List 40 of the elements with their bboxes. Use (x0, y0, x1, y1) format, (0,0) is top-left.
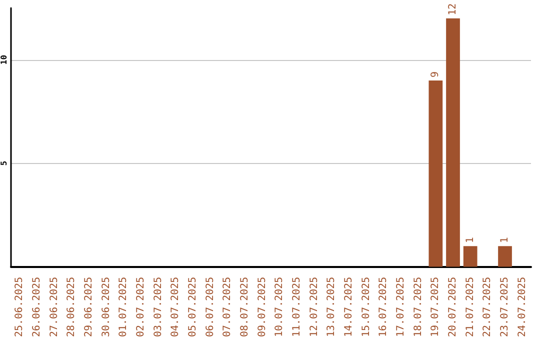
bar (428, 80, 443, 267)
bar (498, 246, 512, 267)
bar (463, 246, 478, 267)
data-label: 1 (464, 237, 476, 244)
x-tick-label: 24.07.2025 (516, 276, 528, 338)
x-tick-label: 25.06.2025 (14, 276, 26, 338)
y-tick-label: 10 (0, 54, 8, 65)
x-tick-label: 09.07.2025 (256, 276, 268, 338)
data-label: 1 (500, 237, 510, 244)
x-tick-label: 05.07.2025 (188, 276, 198, 338)
data-label: 9 (430, 71, 442, 78)
x-tick-label: 04.07.2025 (170, 276, 182, 338)
x-tick-label: 13.07.2025 (326, 276, 338, 338)
x-tick-label: 26.06.2025 (32, 276, 42, 338)
x-tick-label: 19.07.2025 (430, 276, 442, 338)
x-tick-label: 30.06.2025 (100, 276, 112, 338)
x-tick-label: 14.07.2025 (344, 276, 354, 338)
x-tick-label: 23.07.2025 (500, 276, 510, 338)
x-tick-label: 28.06.2025 (66, 276, 78, 338)
x-tick-label: 11.07.2025 (292, 276, 302, 338)
x-tick-label: 02.07.2025 (136, 276, 146, 338)
x-tick-label: 18.07.2025 (412, 276, 424, 338)
x-tick-label: 27.06.2025 (48, 276, 60, 338)
x-tick-label: 15.07.2025 (360, 276, 372, 338)
x-tick-label: 10.07.2025 (274, 276, 286, 338)
x-tick-label: 22.07.2025 (482, 276, 494, 338)
y-tick-label: 5 (0, 160, 8, 166)
x-tick-label: 29.06.2025 (84, 276, 94, 338)
x-tick-label: 07.07.2025 (222, 276, 234, 338)
data-label: 12 (448, 3, 458, 16)
x-tick-label: 20.07.2025 (448, 276, 458, 338)
x-tick-label: 03.07.2025 (152, 276, 164, 338)
x-tick-label: 06.07.2025 (204, 276, 216, 338)
bar (446, 18, 460, 267)
x-tick-label: 12.07.2025 (308, 276, 320, 338)
x-tick-label: 21.07.2025 (464, 276, 476, 338)
x-tick-label: 17.07.2025 (396, 276, 406, 338)
x-tick-label: 08.07.2025 (240, 276, 250, 338)
x-tick-label: 01.07.2025 (118, 276, 130, 338)
x-tick-label: 16.07.2025 (378, 276, 390, 338)
